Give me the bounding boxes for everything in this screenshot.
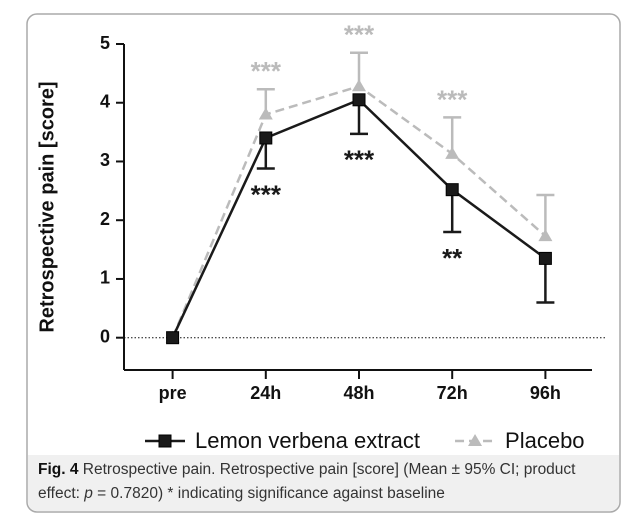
y-tick-label: 4 [100,91,110,111]
legend-label: Lemon verbena extract [195,428,420,453]
significance-label: *** [344,20,375,50]
data-point [538,251,552,265]
x-tick-label: 72h [437,383,468,403]
x-tick-label: 48h [343,383,374,403]
caption-bg [28,455,619,511]
data-point [166,331,180,345]
y-tick-label: 0 [100,326,110,346]
caption-text: Retrospective pain. Retrospective pain [… [38,461,576,502]
y-axis-label: Retrospective pain [score] [36,81,58,332]
legend-label: Placebo [505,428,585,453]
significance-label: *** [437,84,468,114]
legend-marker [158,434,172,448]
significance-label: *** [251,179,282,209]
x-tick-label: 24h [250,383,281,403]
y-tick-label: 1 [100,268,110,288]
data-point [352,93,366,107]
x-tick-label: 96h [530,383,561,403]
data-point [258,107,273,120]
significance-label: *** [251,56,282,86]
caption: Fig. 4 Retrospective pain. Retrospective… [38,458,618,506]
caption-label: Fig. 4 [38,461,79,478]
data-point [445,146,460,159]
data-point [352,79,366,92]
data-point [538,229,553,242]
caption-italic: p [84,485,93,502]
significance-label: *** [344,145,375,175]
frame [26,13,621,513]
data-point [445,183,459,197]
y-tick-label: 5 [100,33,110,53]
caption-text: = 0.7820) * indicating significance agai… [92,485,445,502]
significance-label: ** [442,243,463,273]
y-tick-label: 2 [100,209,110,229]
x-tick-label: pre [159,383,187,403]
data-point [259,131,273,145]
legend-marker [468,434,483,446]
y-tick-label: 3 [100,150,110,170]
